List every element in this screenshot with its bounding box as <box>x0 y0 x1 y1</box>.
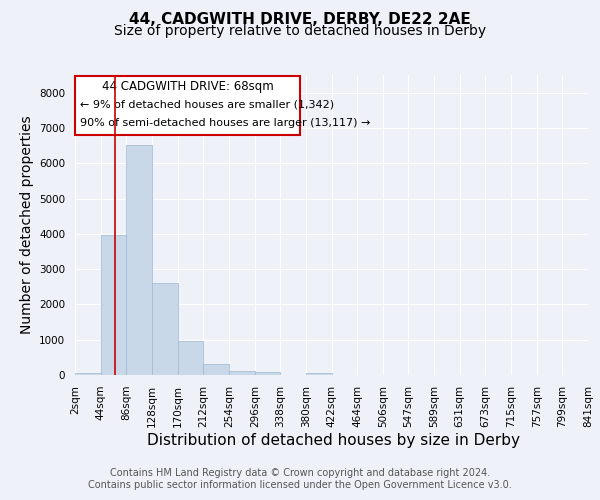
Text: 44, CADGWITH DRIVE, DERBY, DE22 2AE: 44, CADGWITH DRIVE, DERBY, DE22 2AE <box>129 12 471 28</box>
Bar <box>306 373 332 375</box>
Y-axis label: Number of detached properties: Number of detached properties <box>20 116 34 334</box>
Bar <box>178 342 203 375</box>
Text: Contains HM Land Registry data © Crown copyright and database right 2024.: Contains HM Land Registry data © Crown c… <box>110 468 490 477</box>
Bar <box>203 364 229 375</box>
Bar <box>101 234 127 375</box>
Text: 44 CADGWITH DRIVE: 68sqm: 44 CADGWITH DRIVE: 68sqm <box>101 80 274 93</box>
Bar <box>229 371 255 375</box>
FancyBboxPatch shape <box>75 76 300 135</box>
Bar <box>255 372 280 375</box>
Text: ← 9% of detached houses are smaller (1,342): ← 9% of detached houses are smaller (1,3… <box>80 99 334 109</box>
Bar <box>152 283 178 375</box>
Bar <box>127 145 152 375</box>
Text: Contains public sector information licensed under the Open Government Licence v3: Contains public sector information licen… <box>88 480 512 490</box>
Text: Distribution of detached houses by size in Derby: Distribution of detached houses by size … <box>146 432 520 448</box>
Bar <box>75 372 101 375</box>
Text: Size of property relative to detached houses in Derby: Size of property relative to detached ho… <box>114 24 486 38</box>
Text: 90% of semi-detached houses are larger (13,117) →: 90% of semi-detached houses are larger (… <box>80 118 371 128</box>
